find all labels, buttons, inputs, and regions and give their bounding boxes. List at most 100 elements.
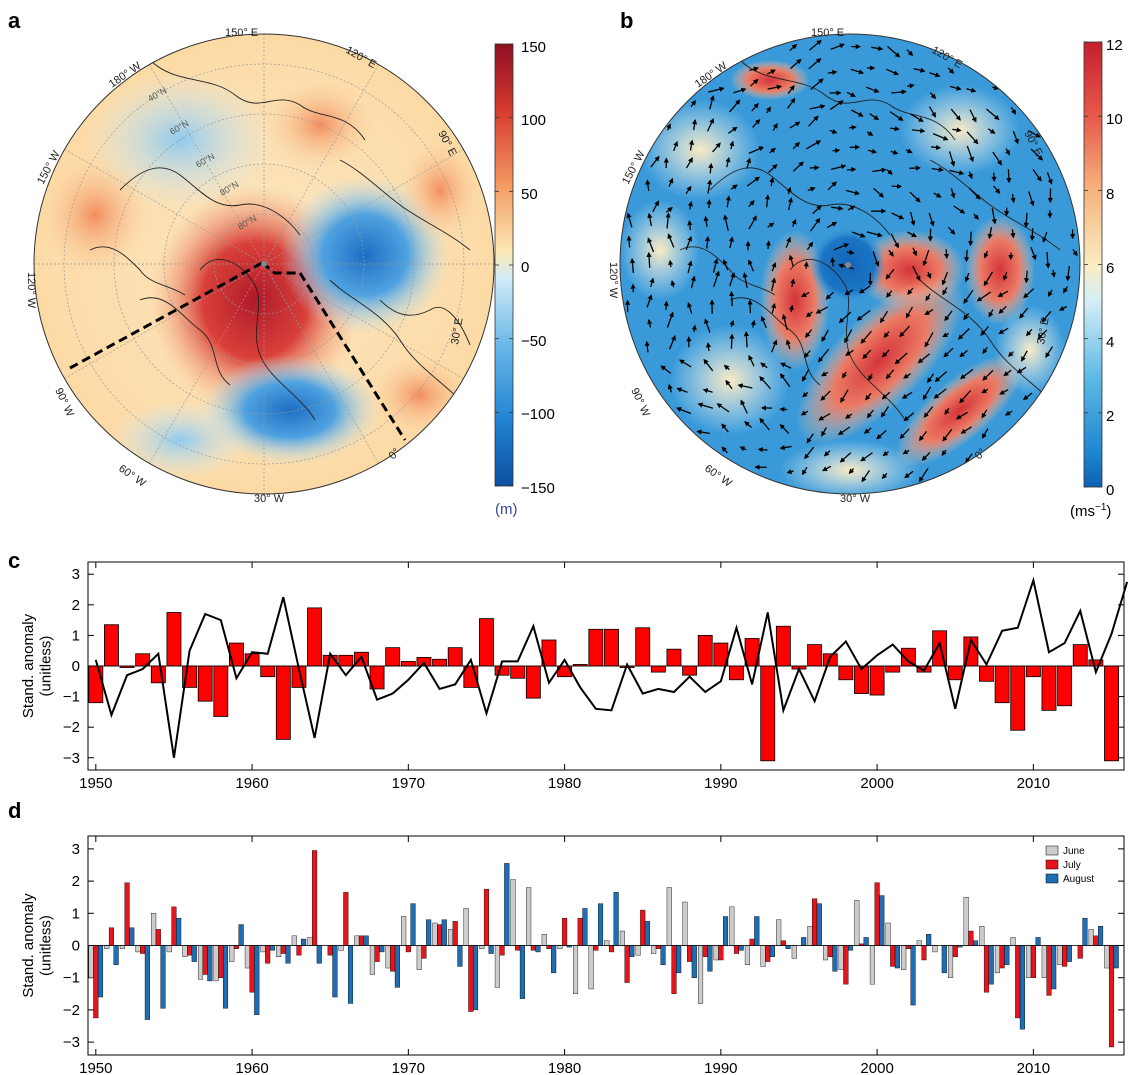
wind-arrow [944,310,953,322]
d-bar-june [229,945,235,962]
d-bar-august [191,945,197,962]
d-bar-june [385,945,391,969]
d-bar-july [718,945,724,961]
wind-arrow [1024,270,1030,284]
wind-arrow [723,364,730,371]
wind-arrow [987,226,993,240]
wind-arrow [812,205,822,215]
wind-arrow [730,184,738,190]
d-legend-swatch-june [1045,845,1059,856]
d-bar-july [952,945,958,957]
wind-arrow [806,241,814,251]
wind-arrow [907,287,914,296]
c-ytick-label: 2 [72,597,80,614]
wind-arrow [949,85,962,91]
d-bar-august [441,919,447,946]
d-bar-august [1019,945,1025,1030]
d-xtick-label: 1950 [79,1060,112,1075]
d-bar-august [832,945,838,972]
c-bar [1010,665,1026,731]
wind-arrow [924,308,934,316]
wind-arrow [790,278,796,288]
wind-arrow [821,465,832,472]
d-bar-july [827,945,833,957]
d-bar-june [776,919,782,946]
wind-arrow [868,373,874,381]
d-bar-june [338,945,344,951]
lon-label-a-30w: 30° W [254,493,285,505]
d-bar-august [894,945,900,969]
wind-arrow [742,272,748,289]
d-bar-august [160,945,166,1009]
wind-arrow [947,226,956,235]
d-xtick-label: 2010 [1017,1060,1050,1075]
wind-arrow [925,293,931,302]
wind-arrow [862,349,872,360]
d-bar-june [416,945,422,970]
wind-arrow [886,290,893,298]
c-bar [775,625,791,667]
wind-arrow [941,449,947,456]
wind-arrow [907,231,917,238]
wind-arrow [1065,266,1071,282]
d-bar-july [593,945,599,951]
wind-arrow [959,390,972,404]
wind-arrow [947,67,955,74]
c-bar [1104,665,1119,762]
d-bar-july [1030,945,1036,978]
wind-arrow [963,312,970,321]
wind-arrow [964,272,970,283]
wind-arrow [749,66,760,72]
wind-arrow [909,191,921,203]
d-bar-august [941,945,947,974]
wind-arrow [729,290,735,307]
d-bar-june [666,887,672,946]
wind-arrow [668,177,674,187]
wind-arrow [866,409,874,419]
wind-arrow [725,156,731,168]
d-bar-august [254,945,260,1015]
d-bar-june [791,945,797,959]
wind-arrow [922,386,932,401]
d-bar-august [1051,945,1057,990]
map-b [619,33,1081,495]
wind-arrow [1022,392,1033,401]
d-xtick-label: 1980 [548,1060,581,1075]
wind-arrow [760,362,768,369]
d-bar-august [910,945,916,1006]
d-bar-july [499,945,505,956]
wind-arrow [802,391,809,398]
wind-arrow [709,94,715,110]
d-bar-june [651,945,657,954]
d-bar-august [1004,945,1010,966]
d-bar-july [265,945,271,964]
wind-arrow [881,472,888,480]
wind-arrow [713,270,720,288]
cb-a-unit: (m) [495,501,518,518]
wind-arrow [891,183,903,189]
wind-arrow [804,446,815,460]
d-bar-june [401,916,407,946]
wind-arrow [830,43,845,50]
wind-arrow [747,299,753,314]
wind-arrow [1006,169,1012,184]
d-bar-june [276,945,282,957]
wind-arrow [645,179,651,192]
wind-arrow [949,169,965,176]
wind-arrow [765,240,771,250]
wind-arrow [678,359,692,368]
d-bar-june [135,945,141,953]
wind-arrow [965,453,973,464]
wind-arrow [823,450,831,457]
wind-arrow [980,326,989,336]
wind-arrow [744,421,752,428]
c-bar [275,665,291,740]
wind-arrow [928,106,936,118]
wind-arrow [801,466,808,476]
wind-arrow [929,92,937,100]
d-bar-july [577,917,583,946]
d-bar-august [1113,945,1119,969]
panel-letter-d: d [8,798,21,823]
wind-arrow [650,155,660,168]
wind-arrow [779,373,791,388]
